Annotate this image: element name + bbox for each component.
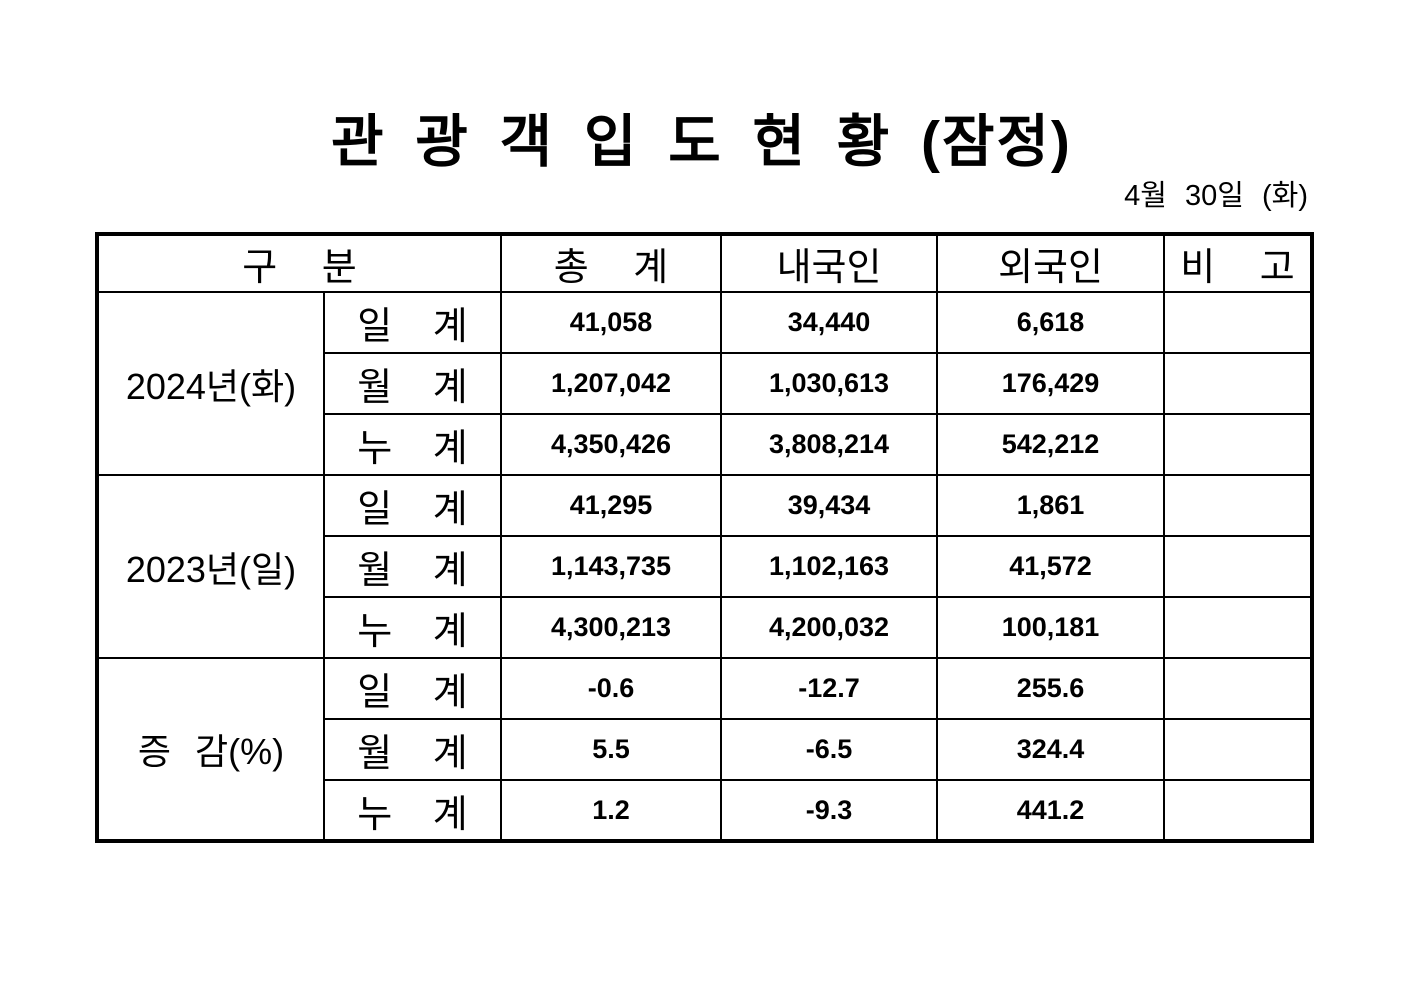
period-label: 누 계 [322, 596, 503, 659]
header-category: 구 분 [95, 233, 503, 293]
group-label-2023: 2023년(일) [96, 474, 325, 659]
domestic-value: 4,200,032 [720, 596, 939, 659]
total-value: 1.2 [500, 779, 723, 842]
page-title: 관 광 객 입 도 현 황 (잠정) [331, 110, 1072, 174]
total-value: 1,143,735 [500, 535, 723, 598]
foreign-value: 6,618 [936, 291, 1166, 354]
period-label: 일 계 [322, 291, 503, 354]
table-row: 누 계 1.2 -9.3 441.2 [97, 779, 1314, 842]
foreign-value: 1,861 [936, 474, 1166, 537]
header-foreign: 외국인 [936, 233, 1166, 293]
period-label: 일 계 [322, 474, 503, 537]
domestic-value: 39,434 [720, 474, 939, 537]
total-value: 4,350,426 [500, 413, 723, 476]
table-row: 2023년(일) 일 계 41,295 39,434 1,861 [96, 474, 1314, 659]
remarks-cell [1163, 352, 1314, 415]
tourist-arrivals-table: 구 분 총 계 내국인 외국인 비 고 2024년(화) 일 계 41,058 … [95, 232, 1315, 843]
remarks-cell [1163, 779, 1314, 842]
period-label: 누 계 [322, 413, 503, 476]
group-label-2024: 2024년(화) [96, 291, 325, 476]
header-total: 총 계 [500, 233, 723, 293]
period-label: 월 계 [322, 535, 503, 598]
domestic-value: 34,440 [720, 291, 939, 354]
remarks-cell [1163, 535, 1314, 598]
domestic-value: -9.3 [720, 779, 939, 842]
group-label-change: 증 감(%) [96, 657, 325, 842]
table-header-row: 구 분 총 계 내국인 외국인 비 고 [95, 233, 1314, 293]
domestic-value: -12.7 [720, 657, 939, 720]
table-row: 월 계 1,143,735 1,102,163 41,572 [97, 535, 1314, 598]
report-date: 4월 30일 (화) [1124, 180, 1308, 212]
foreign-value: 441.2 [936, 779, 1166, 842]
header-domestic: 내국인 [720, 233, 939, 293]
period-label: 월 계 [322, 352, 503, 415]
foreign-value: 100,181 [936, 596, 1166, 659]
table-row: 증 감(%) 일 계 -0.6 -12.7 255.6 [96, 657, 1314, 842]
total-value: 5.5 [500, 718, 723, 781]
remarks-cell [1163, 413, 1314, 476]
foreign-value: 542,212 [936, 413, 1166, 476]
period-label: 월 계 [322, 718, 503, 781]
table-row: 2024년(화) 일 계 41,058 34,440 6,618 [96, 291, 1314, 476]
table-row: 누 계 4,300,213 4,200,032 100,181 [97, 596, 1314, 659]
period-label: 누 계 [322, 779, 503, 842]
foreign-value: 41,572 [936, 535, 1166, 598]
total-value: 41,295 [500, 474, 723, 537]
domestic-value: 3,808,214 [720, 413, 939, 476]
total-value: 41,058 [500, 291, 723, 354]
domestic-value: 1,102,163 [720, 535, 939, 598]
remarks-cell [1163, 657, 1314, 720]
total-value: 4,300,213 [500, 596, 723, 659]
domestic-value: 1,030,613 [720, 352, 939, 415]
remarks-cell [1163, 718, 1314, 781]
foreign-value: 176,429 [936, 352, 1166, 415]
remarks-cell [1163, 596, 1314, 659]
table-row: 월 계 5.5 -6.5 324.4 [97, 718, 1314, 781]
foreign-value: 324.4 [936, 718, 1166, 781]
table-row: 월 계 1,207,042 1,030,613 176,429 [97, 352, 1314, 415]
table-row: 누 계 4,350,426 3,808,214 542,212 [97, 413, 1314, 476]
total-value: -0.6 [500, 657, 723, 720]
remarks-cell [1163, 291, 1314, 354]
domestic-value: -6.5 [720, 718, 939, 781]
foreign-value: 255.6 [936, 657, 1166, 720]
total-value: 1,207,042 [500, 352, 723, 415]
period-label: 일 계 [322, 657, 503, 720]
header-remarks: 비 고 [1163, 233, 1314, 293]
remarks-cell [1163, 474, 1314, 537]
